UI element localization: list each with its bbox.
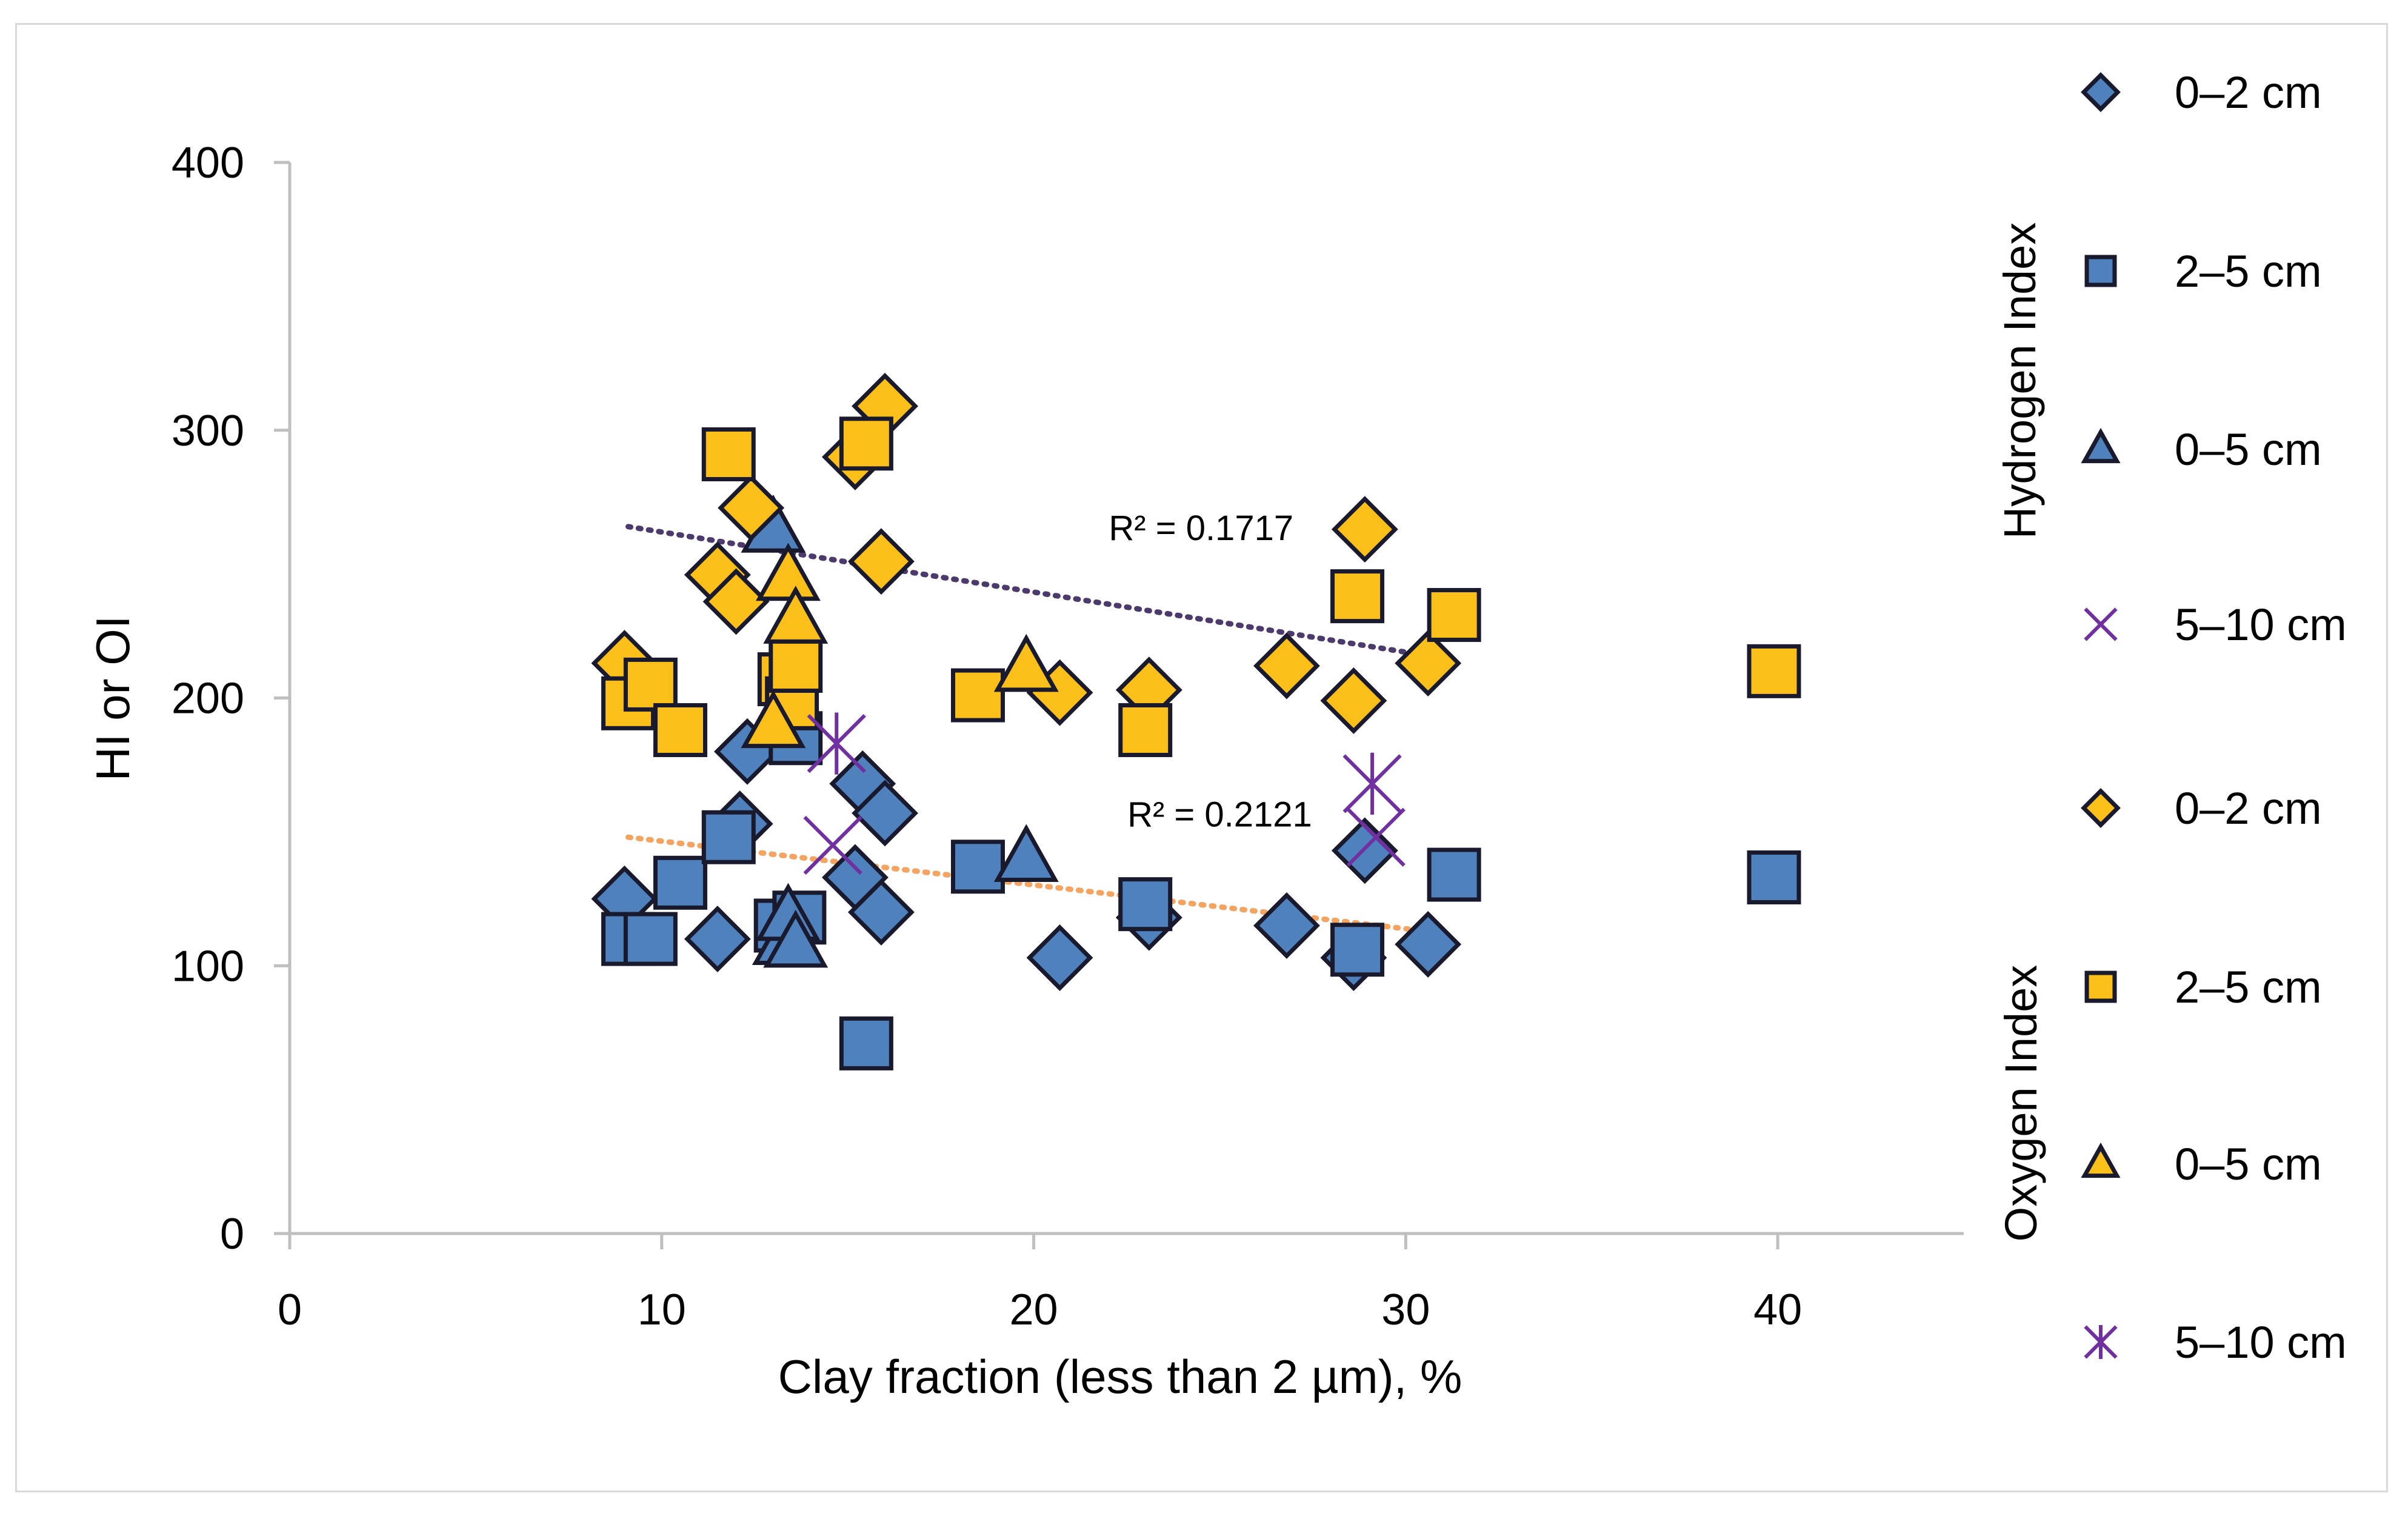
series-6 bbox=[601, 416, 1801, 758]
data-point bbox=[993, 824, 1059, 883]
y-tick-label: 300 bbox=[172, 407, 244, 455]
x-tick-label: 10 bbox=[638, 1286, 686, 1334]
data-point bbox=[653, 855, 707, 910]
data-point bbox=[993, 633, 1059, 692]
data-point bbox=[1346, 807, 1406, 867]
data-point bbox=[769, 638, 823, 693]
legend-group-label: Hydrogen Index bbox=[1995, 222, 2045, 539]
legend-marker bbox=[2081, 72, 2121, 112]
data-point bbox=[1330, 569, 1385, 624]
data-point bbox=[741, 690, 806, 749]
data-point bbox=[1747, 644, 1801, 698]
data-point bbox=[1395, 910, 1462, 978]
data-point bbox=[1118, 877, 1173, 932]
trendline-r2-label: R² = 0.2121 bbox=[1127, 795, 1312, 835]
data-point bbox=[684, 906, 751, 973]
x-tick-label: 0 bbox=[278, 1286, 302, 1334]
marker-stroke bbox=[2084, 607, 2118, 641]
data-point bbox=[1026, 924, 1093, 991]
data-point bbox=[1331, 496, 1398, 563]
data-points bbox=[591, 373, 1801, 1070]
data-point bbox=[807, 712, 866, 775]
axes: 0 100 200 300 400 0 10 20 30 40 bbox=[172, 139, 1964, 1334]
data-point bbox=[1427, 588, 1481, 643]
data-point bbox=[847, 528, 915, 595]
legend-marker bbox=[2081, 1142, 2121, 1178]
series-2 bbox=[601, 711, 1801, 1070]
series-3 bbox=[741, 495, 1059, 968]
data-point bbox=[1395, 630, 1462, 697]
series-1 bbox=[591, 718, 1462, 991]
legend-marker bbox=[2084, 1324, 2118, 1360]
data-point bbox=[718, 474, 785, 541]
data-point bbox=[653, 703, 707, 758]
data-point bbox=[623, 657, 678, 712]
trendline-r2-label: R² = 0.1717 bbox=[1109, 509, 1293, 548]
data-point bbox=[1330, 923, 1385, 977]
data-point bbox=[763, 586, 829, 644]
data-point bbox=[847, 878, 915, 946]
y-tick-label: 100 bbox=[172, 942, 244, 990]
marker-stroke bbox=[1346, 807, 1406, 867]
data-point bbox=[763, 909, 829, 968]
legend-label: 2–5 cm bbox=[2175, 962, 2322, 1012]
data-point bbox=[1320, 667, 1387, 734]
legend-marker bbox=[2084, 607, 2118, 641]
series-8 bbox=[807, 712, 1402, 815]
marker-stroke bbox=[803, 815, 862, 875]
y-axis-title: HI or OI bbox=[86, 615, 139, 781]
data-point bbox=[702, 568, 770, 635]
y-tick-label: 200 bbox=[172, 675, 244, 723]
series-4 bbox=[803, 807, 1406, 875]
legend-marker bbox=[2081, 427, 2121, 464]
legend-label: 0–5 cm bbox=[2175, 424, 2322, 475]
data-point bbox=[1427, 847, 1481, 902]
x-tick-label: 30 bbox=[1381, 1286, 1430, 1334]
axis-labels: Clay fraction (less than 2 µm), % HI or … bbox=[86, 615, 1462, 1403]
x-tick-label: 40 bbox=[1753, 1286, 1802, 1334]
legend-marker bbox=[2084, 255, 2117, 287]
data-point bbox=[852, 780, 918, 847]
y-tick-label: 400 bbox=[172, 139, 244, 187]
series-7 bbox=[741, 543, 1059, 749]
data-point bbox=[1253, 892, 1320, 959]
legend-group-label: Oxygen Index bbox=[1996, 965, 2046, 1242]
data-point bbox=[1118, 703, 1173, 758]
data-point bbox=[803, 815, 862, 875]
data-point bbox=[701, 427, 756, 482]
data-point bbox=[1342, 752, 1402, 815]
legend-label: 0–2 cm bbox=[2175, 67, 2322, 118]
y-tick-label: 0 bbox=[220, 1210, 244, 1258]
legend-label: 2–5 cm bbox=[2175, 246, 2322, 296]
legend-label: 0–5 cm bbox=[2175, 1139, 2322, 1189]
data-point bbox=[1253, 632, 1320, 700]
data-point bbox=[839, 1016, 893, 1070]
legend-label: 0–2 cm bbox=[2175, 783, 2322, 833]
legend-marker bbox=[2084, 970, 2117, 1003]
data-point bbox=[950, 668, 1005, 723]
data-point bbox=[623, 912, 678, 966]
x-tick-label: 20 bbox=[1010, 1286, 1058, 1334]
data-point bbox=[1747, 850, 1801, 904]
data-point bbox=[839, 416, 893, 471]
legend-label: 5–10 cm bbox=[2175, 599, 2347, 650]
data-point bbox=[701, 810, 756, 864]
chart-frame bbox=[15, 23, 2388, 1492]
data-point bbox=[755, 543, 821, 601]
data-point bbox=[950, 840, 1005, 894]
legend-label: 5–10 cm bbox=[2175, 1317, 2347, 1367]
legend-marker bbox=[2081, 788, 2121, 828]
legend: 0–2 cm 2–5 cm 0–5 cm 5–10 cm 0–2 cm 2–5 cm 0–5… bbox=[1995, 67, 2347, 1367]
x-axis-title: Clay fraction (less than 2 µm), % bbox=[778, 1350, 1462, 1403]
